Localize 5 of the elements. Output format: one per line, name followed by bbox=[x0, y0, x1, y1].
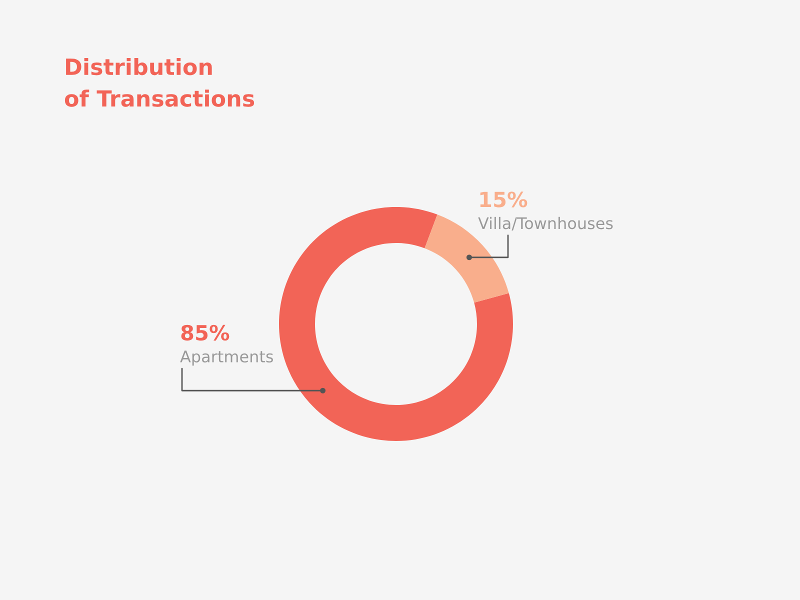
data-label: 85% bbox=[181, 324, 230, 341]
chart-title: Distribution of Transactions bbox=[64, 58, 254, 107]
data-label: 15% bbox=[480, 192, 528, 208]
slice-label: Apartments bbox=[180, 350, 273, 366]
slice-label: Villa/Townhouses bbox=[478, 216, 613, 231]
